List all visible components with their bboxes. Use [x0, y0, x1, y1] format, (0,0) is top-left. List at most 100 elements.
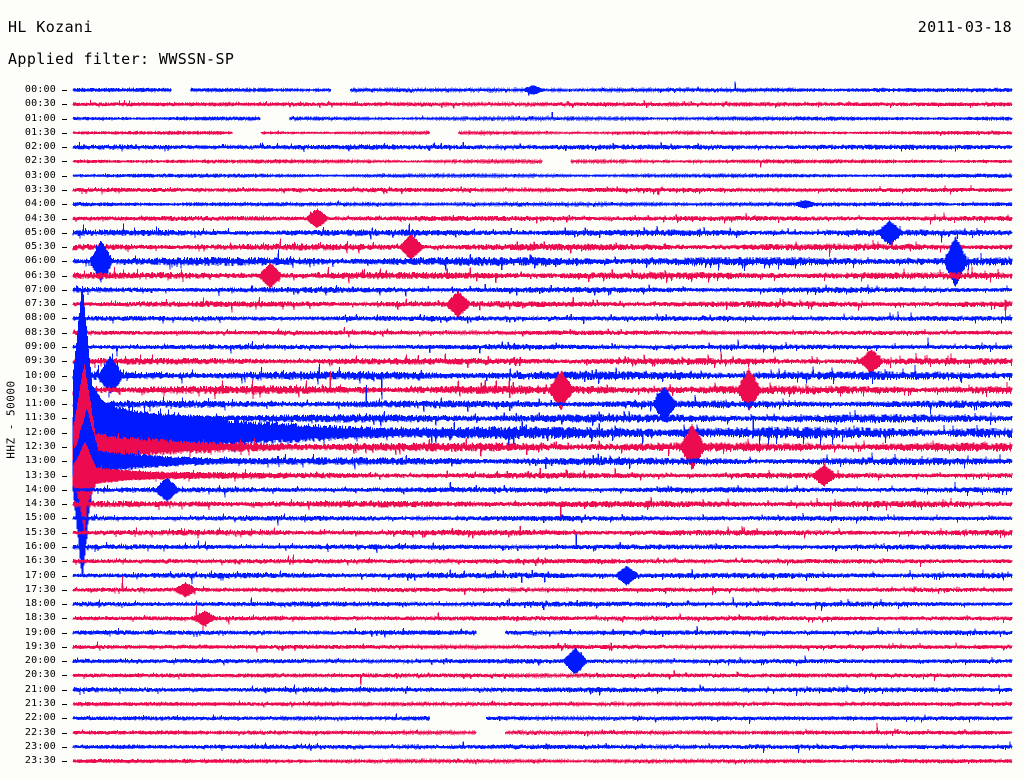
time-tick-mark [62, 218, 67, 220]
trace-line [72, 409, 1013, 515]
time-tick-label: 18:00 [24, 598, 56, 610]
time-tick-mark [62, 761, 67, 763]
time-tick-mark [62, 718, 67, 720]
trace-line [72, 626, 1013, 638]
time-tick-mark [62, 504, 67, 506]
time-tick-mark [62, 275, 67, 277]
time-tick-label: 10:00 [24, 369, 56, 381]
trace-line [72, 385, 1013, 424]
time-tick-label: 16:00 [24, 540, 56, 552]
time-tick-mark [62, 161, 67, 163]
time-tick-mark [62, 746, 67, 748]
time-tick-mark [62, 104, 67, 106]
time-tick-mark [62, 604, 67, 606]
time-tick-label: 05:00 [24, 226, 56, 238]
time-tick-mark [62, 189, 67, 191]
time-tick-mark [62, 318, 67, 320]
trace-line [72, 713, 1013, 724]
trace-line [72, 605, 1013, 630]
time-tick-label: 09:30 [24, 355, 56, 367]
trace-line [72, 200, 1013, 209]
trace-line [72, 111, 1013, 122]
trace-line [72, 337, 1013, 357]
station-title: HL Kozani [8, 18, 93, 36]
time-tick-label: 05:30 [24, 241, 56, 253]
time-tick-label: 19:30 [24, 640, 56, 652]
time-tick-mark [62, 232, 67, 234]
time-tick-mark [62, 432, 67, 434]
time-tick-mark [62, 575, 67, 577]
time-tick-label: 20:00 [24, 655, 56, 667]
time-tick-mark [62, 561, 67, 563]
trace-line [72, 158, 1013, 168]
time-tick-label: 03:30 [24, 183, 56, 195]
time-tick-label: 14:30 [24, 498, 56, 510]
time-tick-label: 08:30 [24, 326, 56, 338]
time-tick-label: 09:00 [24, 341, 56, 353]
time-tick-mark [62, 332, 67, 334]
time-tick-mark [62, 675, 67, 677]
time-tick-mark [62, 475, 67, 477]
time-tick-mark [62, 175, 67, 177]
trace-line [72, 326, 1013, 338]
time-tick-label: 04:30 [24, 212, 56, 224]
trace-line [72, 184, 1013, 196]
trace-line [72, 100, 1013, 109]
trace-line [72, 141, 1013, 152]
trace-line [72, 349, 1013, 374]
time-tick-label: 11:00 [24, 398, 56, 410]
trace-line [72, 576, 1013, 598]
time-tick-label: 22:30 [24, 726, 56, 738]
time-tick-label: 07:00 [24, 283, 56, 295]
seismic-traces [72, 81, 1013, 765]
trace-line [72, 353, 1013, 400]
trace-line [72, 311, 1013, 324]
trace-line [72, 234, 1013, 260]
trace-line [72, 669, 1013, 686]
trace-line [72, 497, 1013, 519]
trace-line [72, 513, 1013, 526]
time-tick-label: 23:30 [24, 755, 56, 767]
time-tick-label: 03:00 [24, 169, 56, 181]
time-tick-label: 10:30 [24, 383, 56, 395]
time-tick-mark [62, 532, 67, 534]
time-tick-mark [62, 261, 67, 263]
trace-line [72, 684, 1013, 697]
trace-line [72, 525, 1013, 539]
trace-line [72, 344, 1013, 492]
trace-line [72, 442, 1013, 509]
time-tick-mark [62, 732, 67, 734]
trace-line [72, 533, 1013, 553]
time-tick-mark [62, 461, 67, 463]
trace-line [72, 700, 1013, 708]
trace-line [72, 597, 1013, 611]
time-tick-label: 15:00 [24, 512, 56, 524]
time-tick-mark [62, 704, 67, 706]
time-tick-mark [62, 689, 67, 691]
trace-line [72, 236, 1013, 287]
time-tick-label: 19:00 [24, 626, 56, 638]
time-tick-mark [62, 132, 67, 134]
time-tick-mark [62, 389, 67, 391]
trace-line [72, 723, 1013, 737]
time-tick-mark [62, 304, 67, 306]
time-tick-mark [62, 347, 67, 349]
trace-line [72, 221, 1013, 246]
time-tick-label: 01:30 [24, 126, 56, 138]
trace-line [72, 286, 1013, 576]
time-tick-mark [62, 418, 67, 420]
trace-line [72, 81, 1013, 96]
trace-line [72, 477, 1013, 502]
trace-line [72, 172, 1013, 179]
time-tick-mark [62, 404, 67, 406]
time-tick-mark [62, 375, 67, 377]
time-tick-mark [62, 589, 67, 591]
time-tick-mark [62, 147, 67, 149]
trace-line [72, 283, 1013, 297]
time-tick-mark [62, 90, 67, 91]
time-tick-label: 02:30 [24, 155, 56, 167]
time-tick-label: 04:00 [24, 198, 56, 210]
time-tick-label: 16:30 [24, 555, 56, 567]
trace-line [72, 741, 1013, 753]
